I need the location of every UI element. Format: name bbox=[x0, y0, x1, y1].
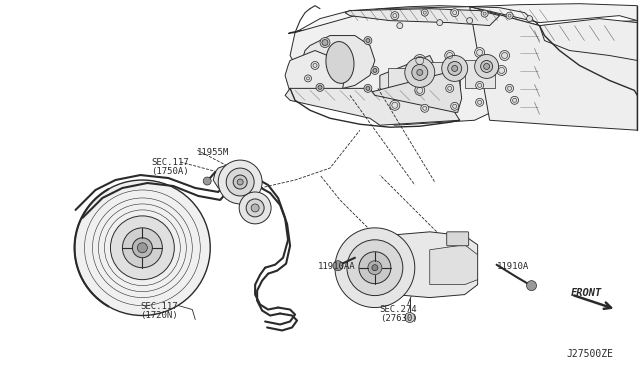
Circle shape bbox=[251, 204, 259, 212]
Circle shape bbox=[373, 68, 377, 73]
Circle shape bbox=[405, 58, 435, 87]
Polygon shape bbox=[465, 61, 495, 89]
Circle shape bbox=[511, 96, 518, 104]
Circle shape bbox=[417, 70, 423, 76]
Circle shape bbox=[467, 17, 473, 23]
Circle shape bbox=[368, 261, 382, 275]
Circle shape bbox=[318, 86, 322, 89]
Text: 11955M: 11955M bbox=[197, 148, 230, 157]
Polygon shape bbox=[540, 19, 637, 61]
Polygon shape bbox=[368, 70, 461, 115]
Circle shape bbox=[414, 54, 426, 67]
Circle shape bbox=[322, 39, 328, 45]
Polygon shape bbox=[350, 232, 477, 298]
Circle shape bbox=[138, 243, 147, 253]
Circle shape bbox=[481, 10, 488, 17]
Circle shape bbox=[311, 61, 319, 70]
Polygon shape bbox=[430, 245, 477, 285]
Circle shape bbox=[497, 65, 507, 76]
Circle shape bbox=[371, 67, 379, 74]
Circle shape bbox=[364, 84, 372, 92]
Text: (1720N): (1720N) bbox=[140, 311, 178, 320]
Text: FRONT: FRONT bbox=[570, 288, 602, 298]
Circle shape bbox=[218, 160, 262, 204]
Polygon shape bbox=[285, 51, 345, 100]
Circle shape bbox=[333, 261, 343, 271]
Circle shape bbox=[442, 55, 468, 81]
Circle shape bbox=[204, 177, 211, 185]
Circle shape bbox=[451, 9, 459, 17]
Circle shape bbox=[405, 312, 415, 323]
Circle shape bbox=[316, 83, 324, 92]
Circle shape bbox=[448, 61, 461, 76]
FancyBboxPatch shape bbox=[447, 232, 468, 246]
Circle shape bbox=[527, 280, 536, 291]
Circle shape bbox=[527, 16, 532, 22]
Circle shape bbox=[239, 192, 271, 224]
Polygon shape bbox=[470, 4, 637, 23]
Circle shape bbox=[366, 86, 370, 90]
Circle shape bbox=[122, 228, 163, 268]
Circle shape bbox=[476, 81, 484, 89]
Circle shape bbox=[445, 84, 454, 92]
Circle shape bbox=[506, 84, 513, 92]
Circle shape bbox=[481, 61, 493, 73]
Circle shape bbox=[347, 240, 403, 296]
Circle shape bbox=[320, 38, 330, 48]
Text: (27630): (27630) bbox=[380, 314, 417, 323]
Circle shape bbox=[364, 36, 372, 45]
Circle shape bbox=[233, 175, 247, 189]
Circle shape bbox=[335, 228, 415, 308]
Circle shape bbox=[445, 51, 454, 61]
Circle shape bbox=[436, 20, 443, 26]
Circle shape bbox=[421, 9, 428, 16]
Text: J27500ZE: J27500ZE bbox=[567, 349, 614, 359]
Ellipse shape bbox=[326, 42, 354, 83]
Circle shape bbox=[111, 216, 174, 280]
Circle shape bbox=[500, 51, 509, 61]
Polygon shape bbox=[380, 55, 435, 95]
Circle shape bbox=[475, 54, 499, 78]
Polygon shape bbox=[302, 36, 375, 90]
Circle shape bbox=[506, 12, 513, 19]
Circle shape bbox=[452, 65, 458, 71]
Circle shape bbox=[74, 180, 210, 315]
Circle shape bbox=[412, 64, 428, 80]
Circle shape bbox=[366, 39, 370, 42]
Circle shape bbox=[237, 179, 243, 185]
Circle shape bbox=[391, 12, 399, 20]
Circle shape bbox=[132, 238, 152, 258]
Circle shape bbox=[372, 265, 378, 271]
Polygon shape bbox=[345, 9, 500, 26]
Polygon shape bbox=[288, 6, 538, 33]
Text: SEC.117: SEC.117 bbox=[140, 302, 178, 311]
Circle shape bbox=[484, 64, 490, 70]
Text: (1750A): (1750A) bbox=[152, 167, 189, 176]
Text: SEC.274: SEC.274 bbox=[380, 305, 417, 314]
Polygon shape bbox=[285, 89, 460, 125]
Circle shape bbox=[451, 102, 459, 110]
Polygon shape bbox=[290, 7, 540, 125]
Circle shape bbox=[226, 168, 254, 196]
Text: SEC.117: SEC.117 bbox=[152, 158, 189, 167]
Circle shape bbox=[476, 98, 484, 106]
Circle shape bbox=[390, 100, 400, 110]
Circle shape bbox=[246, 199, 264, 217]
Circle shape bbox=[475, 48, 484, 58]
Circle shape bbox=[397, 23, 403, 29]
Polygon shape bbox=[430, 62, 460, 90]
Text: 11910AA: 11910AA bbox=[318, 262, 356, 271]
Circle shape bbox=[420, 104, 429, 112]
Polygon shape bbox=[388, 68, 423, 93]
Polygon shape bbox=[213, 162, 258, 195]
Circle shape bbox=[415, 86, 425, 95]
Circle shape bbox=[359, 252, 391, 283]
Circle shape bbox=[305, 75, 312, 82]
Polygon shape bbox=[470, 7, 637, 130]
Text: 11910A: 11910A bbox=[497, 262, 529, 271]
